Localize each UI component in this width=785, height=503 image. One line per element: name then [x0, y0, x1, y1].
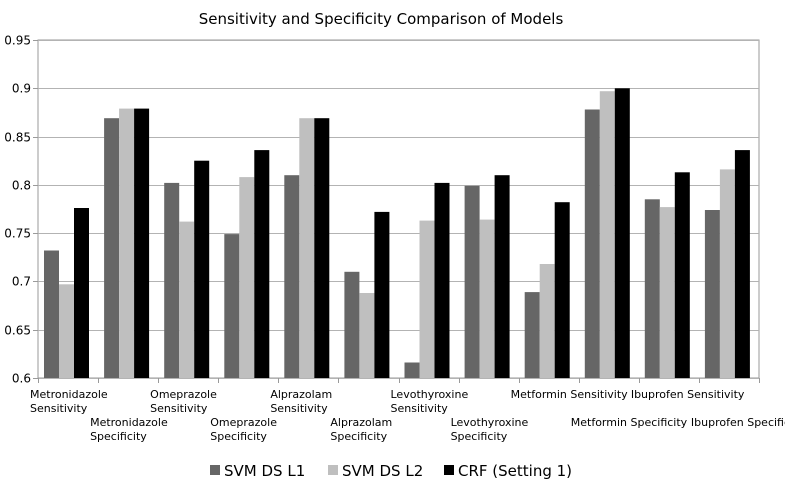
legend-label: SVM DS L2	[342, 462, 423, 480]
bar	[644, 199, 660, 378]
x-tick-label: Specificity	[451, 430, 508, 443]
bar	[419, 220, 435, 378]
x-tick-label: Sensitivity	[270, 402, 328, 415]
bar	[134, 108, 150, 378]
bar	[359, 293, 375, 378]
bar	[584, 109, 600, 378]
y-tick-label: 0.65	[4, 324, 31, 338]
x-axis-ticks: MetronidazoleSensitivityMetronidazoleSpe…	[30, 378, 785, 443]
bar	[704, 210, 720, 378]
bar	[224, 234, 240, 378]
bar	[374, 211, 390, 378]
y-tick-label: 0.7	[12, 275, 31, 289]
y-tick-label: 0.95	[4, 34, 31, 48]
legend-swatch	[444, 465, 454, 475]
bar	[434, 182, 450, 378]
y-tick-label: 0.9	[12, 82, 31, 96]
bar	[74, 208, 89, 378]
bar	[734, 150, 750, 378]
y-tick-label: 0.8	[12, 179, 31, 193]
bar	[284, 175, 300, 378]
x-tick-label: Alprazolam	[270, 388, 332, 401]
x-tick-label: Sensitivity	[391, 402, 449, 415]
legend-swatch	[210, 465, 220, 475]
bar	[614, 88, 630, 379]
bar	[119, 108, 135, 378]
bar	[59, 284, 74, 378]
legend: SVM DS L1 SVM DS L2 CRF (Setting 1)	[210, 462, 572, 480]
bar	[239, 177, 255, 378]
bar	[404, 362, 420, 378]
x-tick-label: Levothyroxine	[391, 388, 469, 401]
bar	[719, 169, 735, 378]
bar	[599, 91, 615, 378]
x-tick-label: Metronidazole	[90, 416, 168, 429]
x-tick-label: Ibuprofen Specificity	[691, 416, 785, 429]
chart-title: Sensitivity and Specificity Comparison o…	[199, 10, 564, 28]
bar	[659, 207, 675, 378]
x-tick-label: Levothyroxine	[451, 416, 529, 429]
plot-area	[37, 39, 760, 379]
bar	[479, 219, 495, 378]
bar	[674, 172, 690, 378]
bar	[554, 202, 570, 378]
x-tick-label: Metformin Specificity	[571, 416, 688, 429]
x-tick-label: Specificity	[210, 430, 267, 443]
legend-label: SVM DS L1	[224, 462, 305, 480]
y-tick-label: 0.6	[12, 372, 31, 386]
x-tick-label: Sensitivity	[30, 402, 88, 415]
bar	[464, 185, 480, 378]
bar	[539, 264, 555, 378]
x-tick-label: Specificity	[90, 430, 147, 443]
bar	[44, 250, 59, 378]
bar	[104, 118, 120, 378]
x-tick-label: Alprazolam	[330, 416, 392, 429]
bar	[179, 221, 195, 378]
bar	[299, 118, 315, 378]
bar	[194, 160, 210, 378]
x-tick-label: Omeprazole	[150, 388, 217, 401]
x-tick-label: Sensitivity	[150, 402, 208, 415]
x-tick-label: Specificity	[330, 430, 387, 443]
y-axis-ticks: 0.6 0.65 0.7 0.75 0.8 0.85 0.9 0.95	[4, 34, 31, 386]
bar	[524, 292, 540, 378]
bars	[44, 88, 750, 379]
x-tick-label: Ibuprofen Sensitivity	[631, 388, 745, 401]
bar	[164, 182, 180, 378]
bar	[314, 118, 330, 378]
y-tick-label: 0.85	[4, 131, 31, 145]
legend-label: CRF (Setting 1)	[458, 462, 572, 480]
bar	[494, 175, 510, 378]
legend-swatch	[328, 465, 338, 475]
y-tick-label: 0.75	[4, 227, 31, 241]
x-tick-label: Omeprazole	[210, 416, 277, 429]
bar	[254, 150, 270, 378]
x-tick-label: Metformin Sensitivity	[511, 388, 628, 401]
x-tick-label: Metronidazole	[30, 388, 108, 401]
bar	[344, 271, 360, 378]
